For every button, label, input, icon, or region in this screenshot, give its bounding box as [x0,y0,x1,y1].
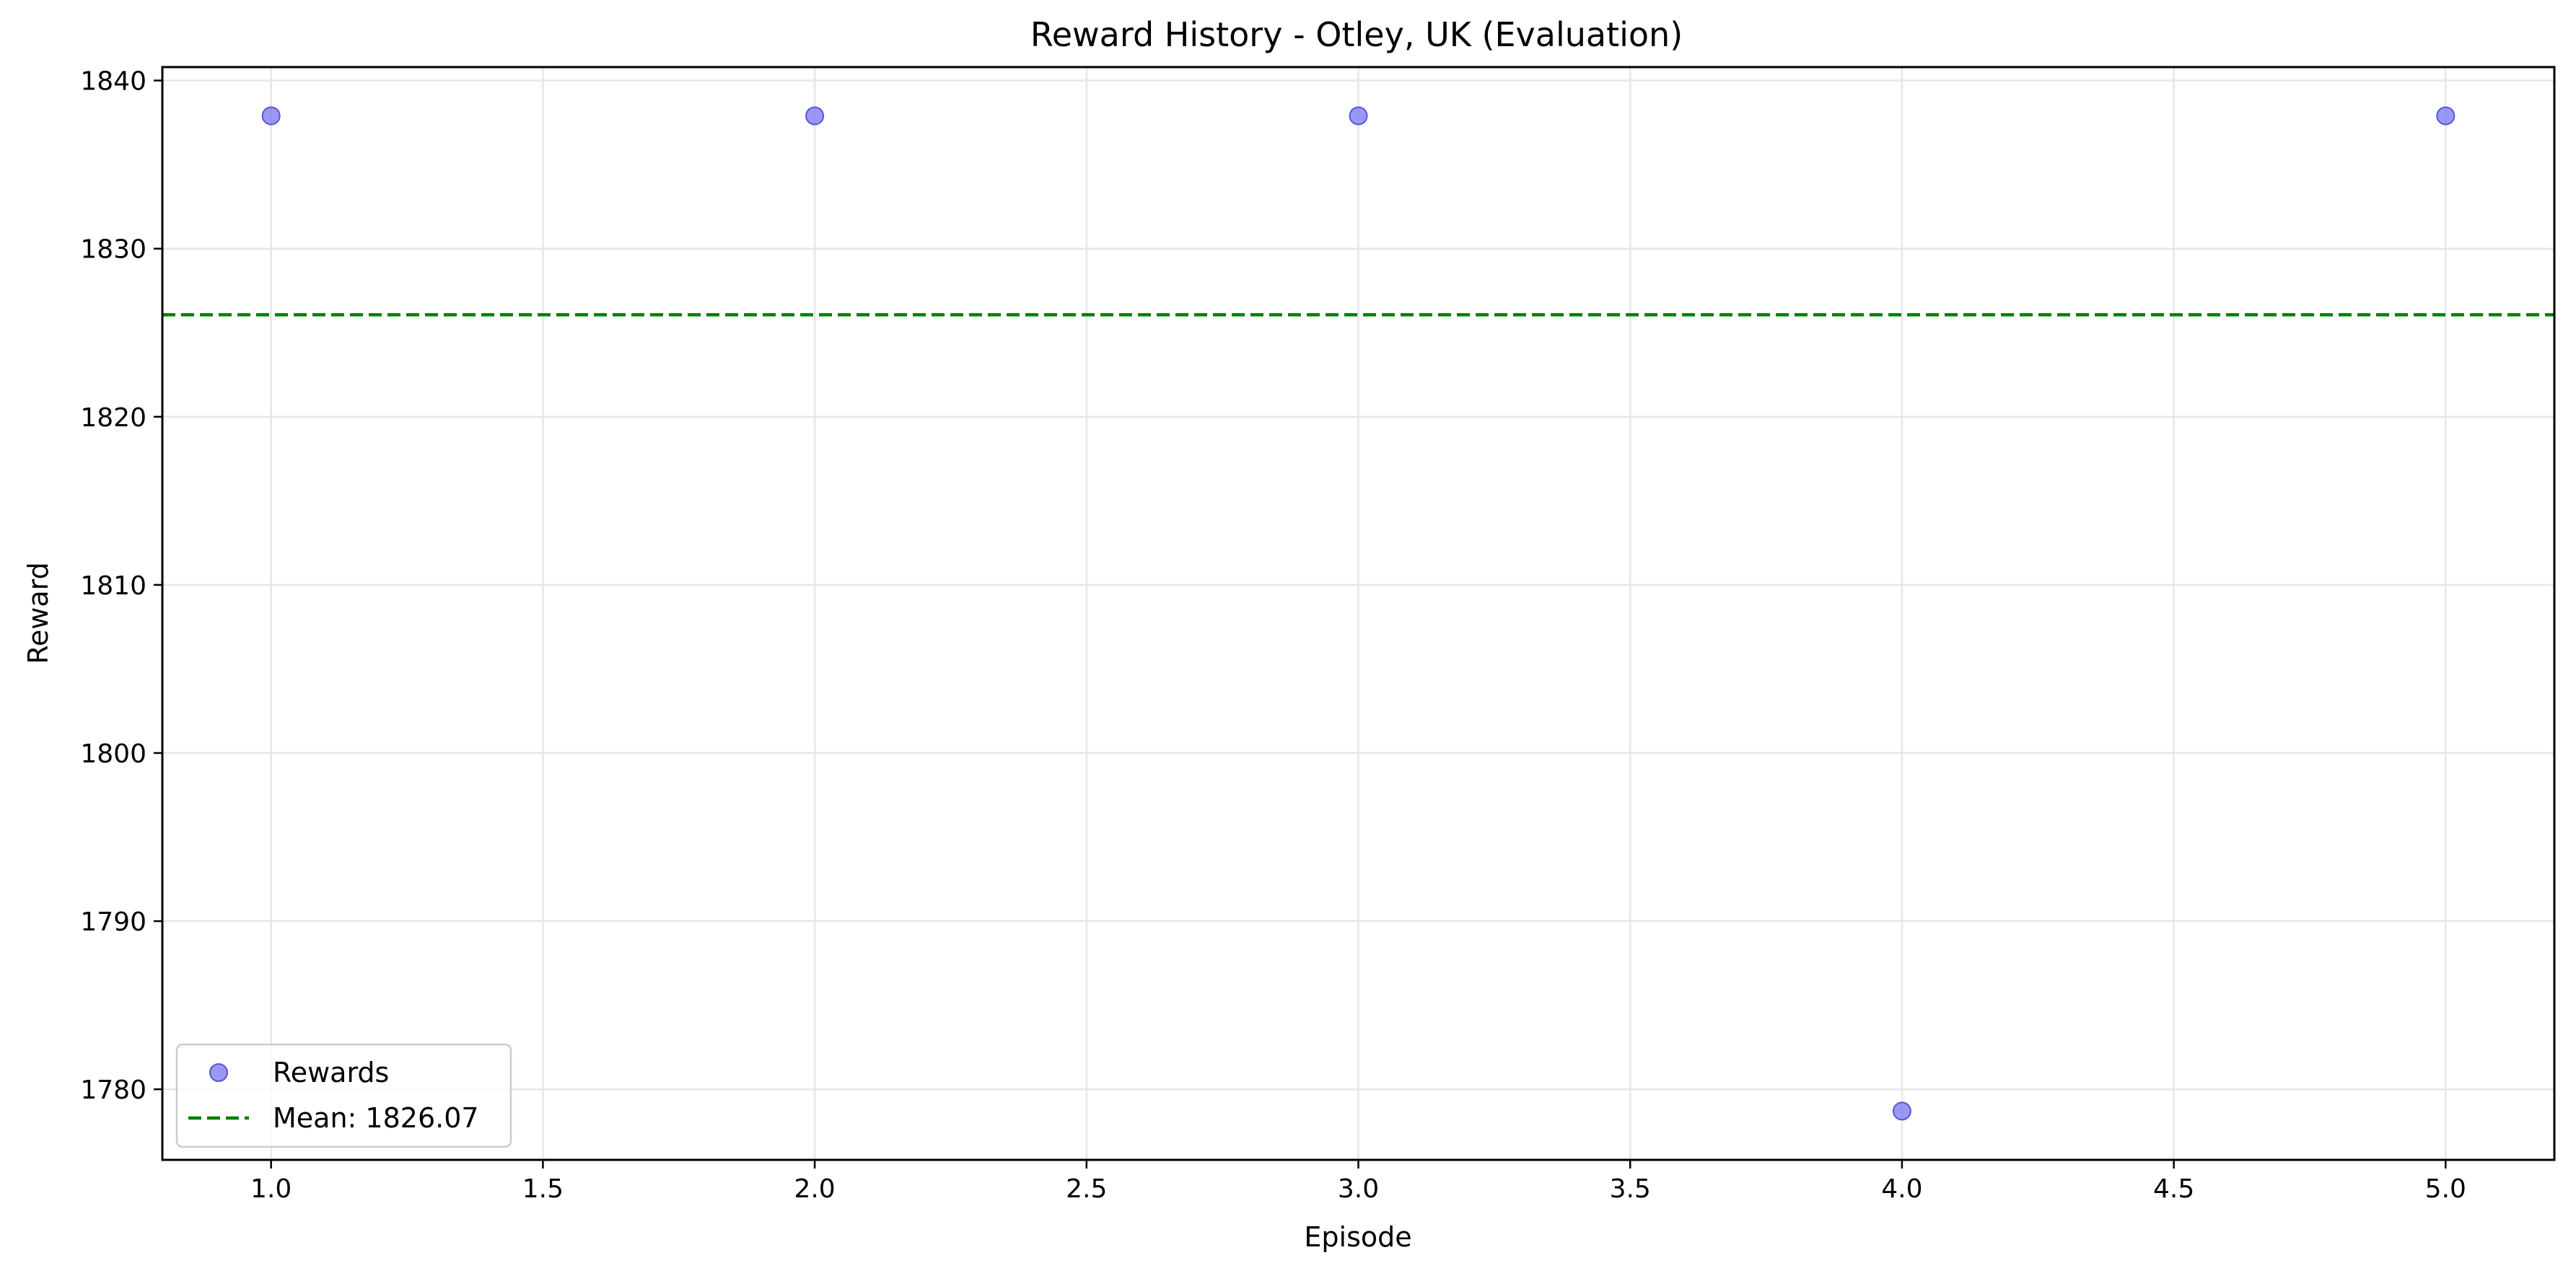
reward-point [1349,106,1368,126]
y-tick-label: 1810 [80,571,146,601]
grid [162,67,2554,1160]
reward-point [805,106,825,126]
legend: Rewards Mean: 1826.07 [175,1043,512,1148]
x-tick-label: 5.0 [2425,1174,2466,1204]
x-tick-label: 2.0 [794,1174,835,1204]
legend-rewards-label: Rewards [273,1057,389,1088]
y-tick-label: 1800 [80,739,146,769]
x-tick-label: 3.5 [1610,1174,1651,1204]
reward-point [261,106,281,126]
x-tick-label: 1.5 [522,1174,564,1204]
y-tick-label: 1830 [80,235,146,265]
y-tick-label: 1820 [80,403,146,433]
x-tick-label: 3.0 [1338,1174,1379,1204]
x-tick-label: 4.5 [2153,1174,2194,1204]
y-tick-label: 1780 [80,1075,146,1105]
reward-point [2436,106,2455,126]
x-tick-label: 2.5 [1066,1174,1107,1204]
legend-rewards-marker [209,1063,228,1082]
scatter-points [261,106,2455,1121]
x-axis-ticks: 1.0 1.5 2.0 2.5 3.0 3.5 4.0 4.5 5.0 [250,1160,2466,1204]
y-tick-label: 1840 [80,67,146,97]
x-tick-label: 1.0 [250,1174,292,1204]
reward-point [1892,1101,1911,1121]
y-axis-label: Reward [22,562,54,664]
x-axis-label: Episode [1304,1221,1411,1253]
legend-box [175,1043,512,1148]
chart-title: Reward History - Otley, UK (Evaluation) [1030,15,1683,54]
y-axis-ticks: 1780 1790 1800 1810 1820 1830 1840 [80,67,162,1105]
y-tick-label: 1790 [80,907,146,937]
legend-mean-label: Mean: 1826.07 [273,1102,479,1134]
x-tick-label: 4.0 [1881,1174,1922,1204]
